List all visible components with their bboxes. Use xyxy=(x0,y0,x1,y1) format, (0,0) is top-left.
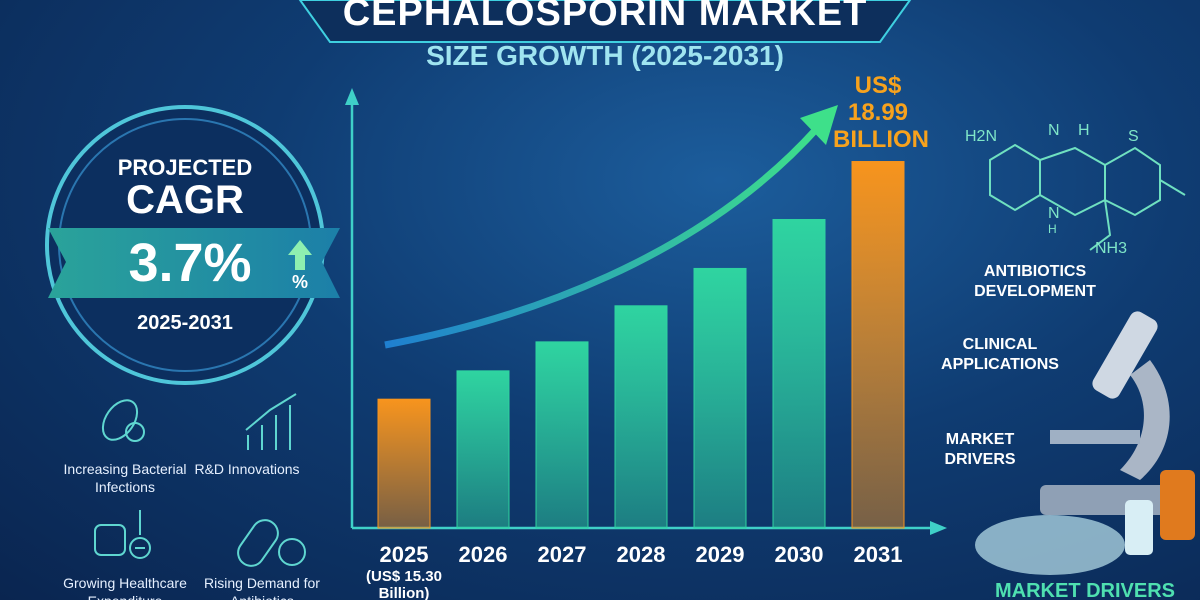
molecule xyxy=(989,143,1186,251)
x-tick-label: 2026 xyxy=(459,542,508,567)
x-tick-label: 2029 xyxy=(696,542,745,567)
microscope xyxy=(975,311,1195,575)
bar xyxy=(693,267,747,529)
side-label: MARKET DRIVERS xyxy=(944,431,1016,468)
x-tick-label: 2027 xyxy=(538,542,587,567)
bar xyxy=(851,161,905,529)
bar xyxy=(535,341,589,529)
chart-title: CEPHALOSPORIN MARKET xyxy=(342,0,868,34)
x-axis-arrow xyxy=(930,521,947,535)
atom-label: H xyxy=(1078,122,1090,139)
cagr-period: 2025-2031 xyxy=(137,312,233,334)
atom-label: H xyxy=(1048,222,1057,236)
driver-label: Rising Demand for Antibiotics xyxy=(204,575,320,600)
driver-label: Increasing Bacterial Infections xyxy=(63,461,187,495)
value-label: US$ 18.99 BILLION xyxy=(833,72,929,153)
cagr-label: CAGR xyxy=(126,178,244,222)
side-label: CLINICAL APPLICATIONS xyxy=(941,336,1059,373)
value-label: (US$ 15.30 Billion) xyxy=(366,568,442,600)
bar xyxy=(377,398,431,529)
cagr-label-top: PROJECTED xyxy=(117,155,253,180)
x-tick-label: 2030 xyxy=(775,542,824,567)
cagr-value: 3.7% xyxy=(128,233,252,293)
title-banner xyxy=(298,0,912,43)
driver-icons xyxy=(94,393,306,567)
x-tick-label: 2025 xyxy=(380,542,429,567)
growth-arrowhead xyxy=(800,105,838,145)
atom-label: N xyxy=(1048,205,1060,222)
atom-label: NH3 xyxy=(1095,240,1128,257)
bar xyxy=(456,370,510,529)
atom-label: S xyxy=(1128,128,1139,145)
atom-label: H2N xyxy=(965,128,998,145)
atom-label: N xyxy=(1048,122,1060,139)
side-label: ANTIBIOTICS DEVELOPMENT xyxy=(974,263,1096,300)
bar xyxy=(614,305,668,529)
up-arrow-icon xyxy=(288,240,312,270)
cagr-unit: % xyxy=(291,272,308,292)
footer: MARKET DRIVERS xyxy=(994,580,1175,600)
cagr-ribbon xyxy=(48,228,340,298)
driver-label: Growing Healthcare Expenditure xyxy=(63,575,187,600)
driver-label: R&D Innovations xyxy=(194,461,300,477)
x-tick-label: 2031 xyxy=(854,542,903,567)
y-axis-arrow xyxy=(345,88,359,105)
chart-subtitle: SIZE GROWTH (2025-2031) xyxy=(426,40,784,71)
growth-arrow xyxy=(384,122,823,349)
bar xyxy=(772,218,826,529)
x-tick-label: 2028 xyxy=(617,542,666,567)
